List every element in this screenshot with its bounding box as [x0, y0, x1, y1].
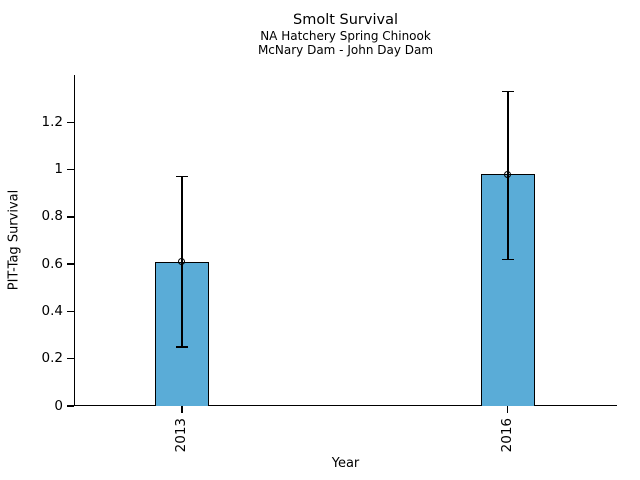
y-tick-line — [67, 263, 74, 265]
y-tick-label: 0.2 — [41, 350, 63, 367]
y-tick-line — [67, 310, 74, 313]
error-bar-cap-top — [501, 90, 514, 93]
chart-header: Smolt Survival NA Hatchery Spring Chinoo… — [74, 11, 617, 57]
x-axis-label: Year — [331, 456, 360, 471]
y-tick-label: 0.4 — [41, 302, 63, 319]
y-tick-label: 0.6 — [41, 255, 63, 272]
y-tick-line — [67, 216, 74, 218]
x-tick-label: 2016 — [499, 418, 516, 453]
y-tick-line — [67, 168, 74, 171]
y-tick-label: 0.8 — [41, 208, 63, 225]
y-axis-label: PIT-Tag Survival — [6, 189, 22, 291]
x-tick-label: 2013 — [173, 418, 190, 453]
chart-subtitle-line2: McNary Dam - John Day Dam — [257, 43, 434, 57]
error-bar-cap-bottom — [175, 346, 188, 348]
x-tick-line — [181, 406, 183, 413]
error-bar-cap-bottom — [501, 258, 514, 261]
y-tick-line — [67, 121, 74, 123]
plot-area: 0 0.2 0.4 0.6 0.8 1 1.2 2013 2016 — [42, 75, 617, 452]
y-tick-label: 0 — [54, 397, 63, 414]
y-tick-line — [67, 358, 74, 360]
chart-title: Smolt Survival — [293, 12, 398, 28]
chart-subtitle-line1: NA Hatchery Spring Chinook — [260, 29, 431, 43]
mean-marker — [178, 258, 186, 266]
y-tick-label: 1 — [54, 161, 63, 178]
y-tick-label: 1.2 — [41, 113, 63, 130]
y-tick-line — [67, 405, 74, 407]
mean-marker — [504, 170, 512, 178]
error-bar-cap-top — [175, 175, 188, 178]
x-tick-line — [507, 406, 509, 413]
